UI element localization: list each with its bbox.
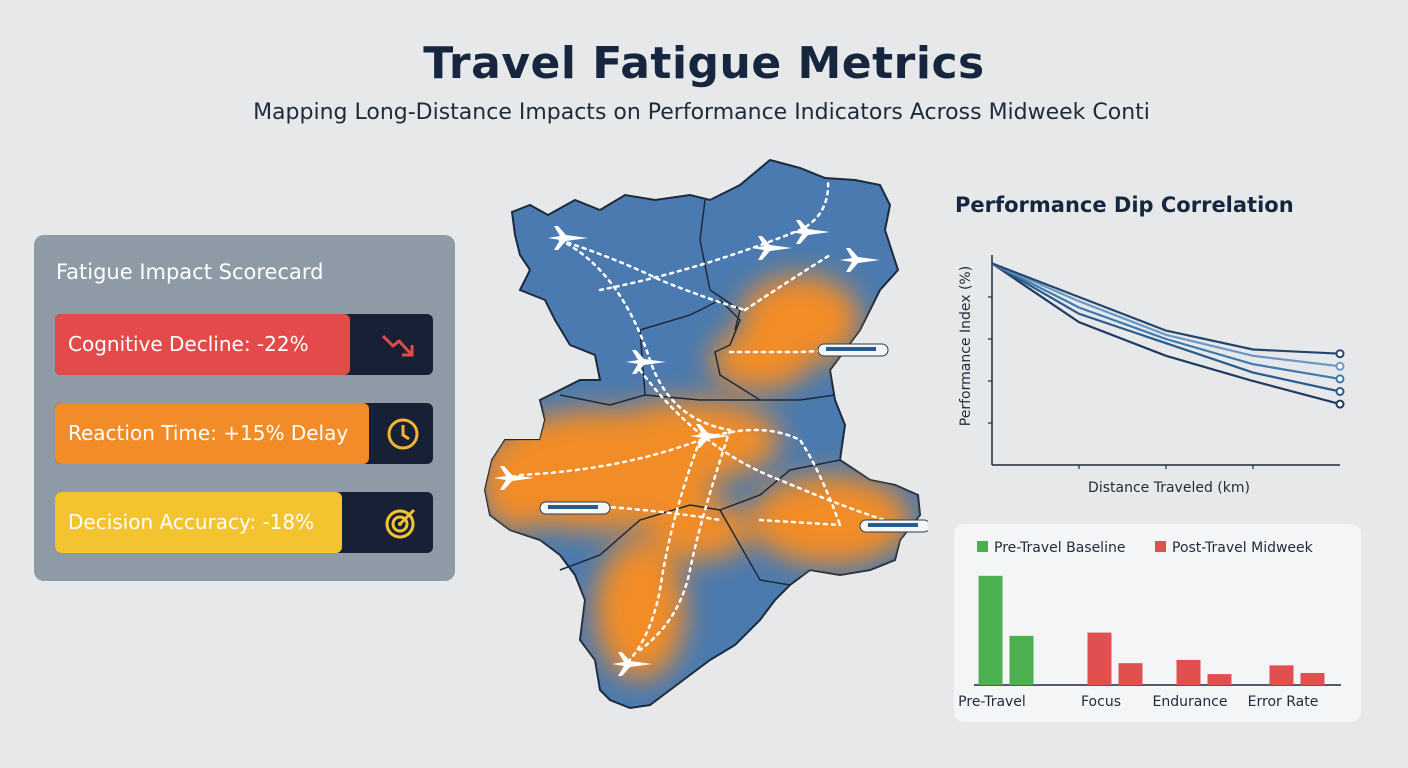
series-endpoint-5 xyxy=(1335,349,1345,359)
fatigue-scorecard: Fatigue Impact Scorecard Cognitive Decli… xyxy=(34,235,455,581)
legend-label-pre-travel: Pre-Travel Baseline xyxy=(994,540,1125,556)
category-label: Error Rate xyxy=(1248,694,1319,710)
scorecard-title: Fatigue Impact Scorecard xyxy=(56,260,324,284)
performance-dip-line-chart: Performance Index (%) Distance Traveled … xyxy=(958,255,1345,496)
series-line-3 xyxy=(991,262,1341,380)
plane-icon xyxy=(548,226,588,250)
metric-fill xyxy=(55,403,369,464)
bar-error-rate-2 xyxy=(1300,672,1325,685)
series-line-4 xyxy=(991,262,1341,368)
plane-icon xyxy=(690,424,730,448)
train-icon xyxy=(817,343,889,357)
metric-reaction-time: Reaction Time: +15% Delay xyxy=(55,403,433,464)
series-endpoint-3 xyxy=(1335,374,1345,384)
trend-down-icon xyxy=(381,334,414,357)
series-endpoint-4 xyxy=(1335,361,1345,371)
metric-fill xyxy=(55,492,343,553)
plane-icon xyxy=(494,466,534,490)
metric-decision-accuracy: Decision Accuracy: -18% xyxy=(55,492,433,553)
legend-swatch-post-travel xyxy=(1155,541,1166,552)
clock-icon xyxy=(387,418,419,450)
plane-icons xyxy=(494,220,880,676)
y-axis-label: Performance Index (%) xyxy=(958,266,974,426)
legend-label-post-travel: Post-Travel Midweek xyxy=(1172,540,1314,556)
metric-cognitive-decline: Cognitive Decline: -22% xyxy=(55,314,433,375)
category-label: Focus xyxy=(1081,694,1121,710)
bar-endurance-1 xyxy=(1176,659,1201,685)
plane-icon xyxy=(626,350,666,374)
train-icon xyxy=(539,501,611,515)
bar-chart-panel: Pre-Travel Baseline Post-Travel Midweek … xyxy=(954,524,1361,722)
bar-focus-1 xyxy=(1087,632,1112,685)
bar-endurance-2 xyxy=(1207,674,1232,685)
bar-pre-travel-2 xyxy=(1009,635,1034,685)
x-axis-label: Distance Traveled (km) xyxy=(1088,480,1250,496)
bar-pre-travel-1 xyxy=(978,575,1003,685)
page-title: Travel Fatigue Metrics xyxy=(423,38,985,89)
pre-post-bar-chart: Pre-Travel Baseline Post-Travel Midweek … xyxy=(958,540,1341,710)
metric-label: Cognitive Decline: -22% xyxy=(68,332,309,356)
train-icons xyxy=(539,343,928,533)
line-chart-title: Performance Dip Correlation xyxy=(955,193,1294,217)
series-line-5 xyxy=(991,262,1341,355)
plane-icon xyxy=(612,652,652,676)
category-label: Pre-Travel xyxy=(958,694,1026,710)
page-subtitle: Mapping Long-Distance Impacts on Perform… xyxy=(253,100,1150,125)
legend-swatch-pre-travel xyxy=(977,541,988,552)
metric-fill xyxy=(55,314,350,375)
train-icon xyxy=(859,519,928,533)
plane-icon xyxy=(790,220,830,244)
target-icon xyxy=(385,508,416,539)
fatigue-map xyxy=(483,158,928,710)
plane-icon xyxy=(840,248,880,272)
category-label: Endurance xyxy=(1153,694,1228,710)
series-endpoint-2 xyxy=(1335,387,1345,396)
bar-error-rate-1 xyxy=(1269,665,1294,685)
metric-label: Reaction Time: +15% Delay xyxy=(68,421,349,445)
plane-icon xyxy=(752,236,792,260)
series-line-1 xyxy=(991,262,1341,406)
series-endpoint-1 xyxy=(1335,399,1345,409)
bar-focus-2 xyxy=(1118,663,1143,685)
series-line-2 xyxy=(991,262,1341,393)
metric-label: Decision Accuracy: -18% xyxy=(68,510,315,534)
